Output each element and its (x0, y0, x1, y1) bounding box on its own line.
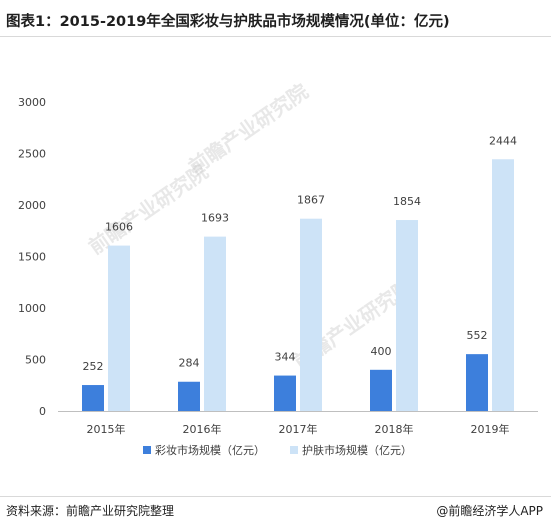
y-tick-label: 0 (39, 405, 46, 418)
legend-swatch-makeup (143, 446, 151, 454)
data-label-makeup: 344 (275, 351, 296, 364)
bar-makeup (178, 381, 200, 411)
bar-skincare (492, 159, 514, 411)
data-label-skincare: 2444 (489, 134, 517, 147)
bar-makeup (82, 385, 104, 411)
legend-label-skincare: 护肤市场规模（亿元） (302, 443, 412, 457)
data-label-makeup: 252 (83, 360, 104, 373)
bar-makeup (466, 354, 488, 411)
y-tick-label: 1500 (18, 251, 46, 264)
title-divider (0, 36, 551, 37)
y-tick-label: 3000 (18, 96, 46, 109)
y-tick-label: 1000 (18, 302, 46, 315)
bar-skincare (108, 245, 130, 411)
x-tick-label: 2019年 (471, 422, 510, 436)
data-label-skincare: 1867 (297, 194, 325, 207)
footer-divider (0, 496, 551, 497)
legend-swatch-skincare (290, 446, 298, 454)
bar-makeup (274, 375, 296, 411)
y-tick-label: 2000 (18, 199, 46, 212)
bar-skincare (300, 218, 322, 411)
plot-area: 0 500 1000 1500 2000 2500 3000 252 1606 2015年 284 1… (18, 96, 538, 436)
data-label-skincare: 1606 (105, 221, 133, 234)
chart-title: 图表1：2015-2019年全国彩妆与护肤品市场规模情况(单位：亿元) (6, 14, 450, 30)
bar-skincare (204, 236, 226, 411)
y-tick-label: 500 (25, 354, 46, 367)
x-tick-label: 2017年 (279, 422, 318, 436)
data-label-makeup: 284 (179, 357, 200, 370)
y-tick-label: 2500 (18, 148, 46, 161)
legend: 彩妆市场规模（亿元） 护肤市场规模（亿元） (143, 443, 412, 457)
data-label-makeup: 400 (371, 345, 392, 358)
credit-note: @前瞻经济学人APP (436, 504, 543, 518)
bar-makeup (370, 369, 392, 411)
data-label-skincare: 1693 (201, 212, 229, 225)
data-label-skincare: 1854 (393, 195, 421, 208)
x-tick-label: 2016年 (183, 422, 222, 436)
x-tick-label: 2018年 (375, 422, 414, 436)
legend-label-makeup: 彩妆市场规模（亿元） (155, 443, 265, 457)
bar-skincare (396, 220, 418, 411)
x-tick-label: 2015年 (87, 422, 126, 436)
data-label-makeup: 552 (467, 329, 488, 342)
watermark-text: 前瞻产业研究院 (184, 79, 312, 179)
source-note: 资料来源：前瞻产业研究院整理 (6, 504, 175, 518)
